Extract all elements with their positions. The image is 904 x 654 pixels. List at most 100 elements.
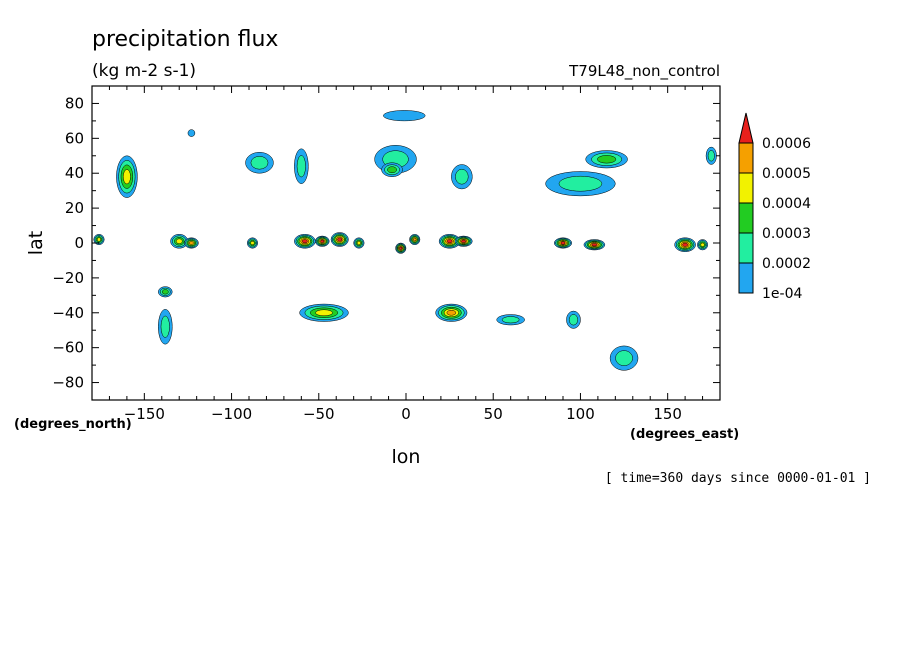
precip-contour — [496, 314, 525, 326]
precip-contour — [609, 345, 639, 371]
colorbar-label: 0.0005 — [762, 166, 811, 182]
colorbar-label: 0.0002 — [762, 256, 811, 272]
contour-level-4 — [315, 309, 333, 317]
y-tick-label: 80 — [65, 94, 84, 112]
y-tick-label: −60 — [52, 339, 84, 357]
contour-level-4 — [356, 240, 361, 246]
chart-units: (kg m-2 s-1) — [92, 61, 196, 81]
precip-contour — [158, 309, 173, 345]
precip-contour — [315, 235, 330, 247]
x-ticks: −150 −100 −50 0 50 100 150 — [108, 86, 704, 423]
contour-level-3 — [387, 166, 397, 174]
precip-contour — [353, 237, 365, 249]
contour-level-4 — [250, 240, 255, 246]
contour-level-4 — [122, 169, 131, 185]
contour-level-3 — [597, 155, 617, 164]
colorbar-extend-arrow — [738, 112, 754, 144]
precip-contour — [566, 310, 581, 329]
contour-level-2 — [296, 155, 306, 178]
precip-contour — [545, 171, 616, 197]
x-tick-label: 150 — [653, 405, 682, 423]
y-tick-label: −80 — [52, 374, 84, 392]
colorbar-segment — [738, 202, 754, 234]
y-tick-label: 0 — [74, 234, 84, 252]
colorbar-label: 0.0003 — [762, 226, 811, 242]
precip-contour — [585, 150, 628, 169]
precip-contour — [383, 110, 426, 122]
contour-level-6 — [446, 239, 453, 244]
colorbar-label: 0.0006 — [762, 136, 811, 152]
colorbar-segment — [738, 232, 754, 264]
precip-contour — [170, 234, 189, 249]
contour-fills — [93, 110, 717, 371]
x-tick-label: 50 — [484, 405, 503, 423]
colorbar-segment — [738, 142, 754, 174]
y-ticks: 80 60 40 20 0 −20 −40 −60 −80 — [52, 94, 720, 392]
precip-contour — [583, 239, 606, 251]
precip-contour — [294, 234, 316, 249]
plot-area: −150 −100 −50 0 50 100 150 80 60 40 20 0 −20 −40 −60 −… — [52, 85, 721, 423]
y-axis-units: (degrees_north) — [14, 417, 132, 432]
precip-contour — [187, 129, 196, 137]
contour-level-4 — [700, 242, 705, 247]
contour-level-6 — [682, 242, 688, 247]
contour-level-2 — [501, 316, 520, 324]
precip-contour — [247, 237, 258, 249]
dataset-label: T79L48_non_control — [568, 62, 720, 81]
contour-level-6 — [591, 243, 598, 247]
contour-level-6 — [461, 239, 466, 243]
precip-contour — [435, 303, 468, 322]
time-note: [ time=360 days since 0000-01-01 ] — [605, 471, 871, 486]
contour-level-2 — [615, 350, 633, 366]
y-tick-label: −40 — [52, 304, 84, 322]
x-axis-units: (degrees_east) — [630, 427, 739, 442]
precip-contour — [330, 232, 349, 247]
y-tick-label: 60 — [65, 129, 84, 147]
precip-contour — [395, 242, 407, 254]
contour-level-2 — [558, 175, 603, 192]
precip-contour — [381, 162, 403, 177]
colorbar-segment — [738, 172, 754, 204]
colorbar: 0.0006 0.0005 0.0004 0.0003 0.0002 1e-04 — [738, 112, 811, 302]
precip-contour — [184, 237, 199, 249]
contour-level-6 — [560, 241, 566, 245]
colorbar-label: 0.0004 — [762, 196, 811, 212]
contour-level-6 — [320, 239, 325, 243]
precip-contour — [116, 155, 138, 198]
x-axis-label: lon — [392, 446, 421, 468]
contour-level-1 — [383, 110, 426, 122]
colorbar-segment — [738, 262, 754, 294]
contour-level-5 — [189, 241, 194, 245]
precip-contour — [451, 164, 473, 190]
precip-contour — [705, 146, 717, 165]
precip-contour — [697, 239, 709, 251]
chart-title: precipitation flux — [92, 27, 278, 52]
precip-contour — [245, 152, 274, 174]
contour-level-4 — [175, 238, 183, 244]
contour-level-6 — [337, 237, 343, 242]
y-tick-label: 40 — [65, 164, 84, 182]
precip-contour — [299, 303, 349, 322]
contour-level-4 — [96, 237, 102, 242]
precip-contour — [454, 235, 473, 247]
contour-level-1 — [187, 129, 196, 137]
contour-level-2 — [707, 150, 715, 162]
contour-level-2 — [455, 168, 469, 185]
contour-level-5 — [446, 310, 457, 316]
x-tick-label: 100 — [566, 405, 595, 423]
contour-level-2 — [160, 315, 170, 338]
colorbar-label: 1e-04 — [762, 286, 802, 302]
precip-contour — [674, 237, 696, 252]
x-tick-label: −150 — [124, 405, 165, 423]
precip-contour — [294, 148, 309, 184]
contour-level-5 — [412, 237, 417, 242]
precip-contour — [409, 234, 421, 245]
contour-level-2 — [250, 156, 269, 170]
y-tick-label: −20 — [52, 269, 84, 287]
x-tick-label: 0 — [401, 405, 411, 423]
x-tick-label: −50 — [303, 405, 335, 423]
y-tick-label: 20 — [65, 199, 84, 217]
contour-level-2 — [568, 314, 579, 326]
precip-contour — [158, 286, 173, 298]
